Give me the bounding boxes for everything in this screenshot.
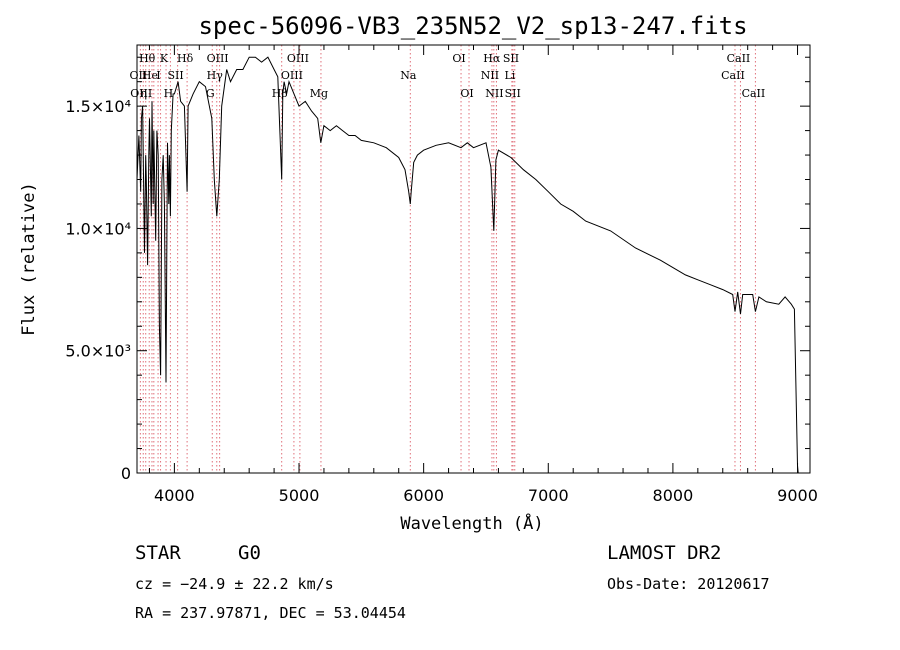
x-tick-label: 6000 (403, 486, 444, 505)
x-tick-label: 5000 (279, 486, 320, 505)
line-label: I (156, 69, 160, 82)
redshift-cz: cz = −24.9 ± 22.2 km/s (135, 575, 334, 593)
y-tick-label: 0 (121, 464, 131, 483)
x-tick-label: 7000 (528, 486, 569, 505)
line-label: NII (481, 69, 499, 82)
line-label: OIII (287, 52, 309, 65)
line-label: Mg (310, 87, 328, 100)
line-label: SII (505, 87, 521, 100)
line-label: H (164, 87, 174, 100)
line-label: Hγ (207, 69, 224, 82)
line-label: Na (400, 69, 417, 82)
y-tick-label: 5.0×10³ (65, 342, 131, 361)
y-axis-label: Flux (relative) (19, 182, 39, 336)
line-label: He (142, 69, 158, 82)
line-label: OII (130, 69, 148, 82)
object-subclass: G0 (238, 542, 261, 564)
line-label: NII (485, 87, 503, 100)
line-label: G (206, 87, 215, 100)
line-label: CaII (721, 69, 745, 82)
line-label: Li (504, 69, 515, 82)
spectrum-line (136, 56, 799, 474)
line-label: Hθ (139, 52, 156, 65)
y-tick-label: 1.5×10⁴ (65, 97, 131, 116)
spectral-line-markers (139, 45, 756, 473)
x-tick-label: 4000 (154, 486, 195, 505)
observation-date: Obs-Date: 20120617 (607, 575, 770, 593)
line-label: Hα (483, 52, 501, 65)
chart-title: spec-56096-VB3_235N52_V2_sp13-247.fits (198, 12, 747, 40)
line-label: η (140, 87, 147, 100)
survey-name: LAMOST DR2 (607, 542, 722, 564)
x-tick-label: 9000 (777, 486, 818, 505)
line-label: CaII (742, 87, 766, 100)
line-label: SII (168, 69, 184, 82)
x-axis-label: Wavelength (Å) (400, 512, 543, 534)
line-label: SII (503, 52, 519, 65)
object-class: STAR (135, 542, 181, 564)
line-label: K (160, 52, 169, 65)
line-label: CaII (727, 52, 751, 65)
y-tick-label: 1.0×10⁴ (65, 219, 131, 238)
plot-frame (136, 44, 811, 474)
line-label: OIII (207, 52, 229, 65)
x-tick-label: 8000 (653, 486, 694, 505)
line-label: Hβ (272, 87, 288, 100)
axis-ticks: 4000 5000 6000 7000 8000 9000 0 5.0×10³ 1.0×10⁴ 1… (65, 45, 818, 505)
line-label: Hδ (177, 52, 194, 65)
line-label: OIII (281, 69, 303, 82)
line-labels: OIIOIIIηHθHeIKHSIIHδGHγOIIIHβOIIIOIIIMgN… (130, 52, 766, 100)
line-label: OI (452, 52, 465, 65)
line-label: OI (460, 87, 473, 100)
coordinates: RA = 237.97871, DEC = 53.04454 (135, 604, 406, 622)
line-label: OIII (130, 87, 152, 100)
